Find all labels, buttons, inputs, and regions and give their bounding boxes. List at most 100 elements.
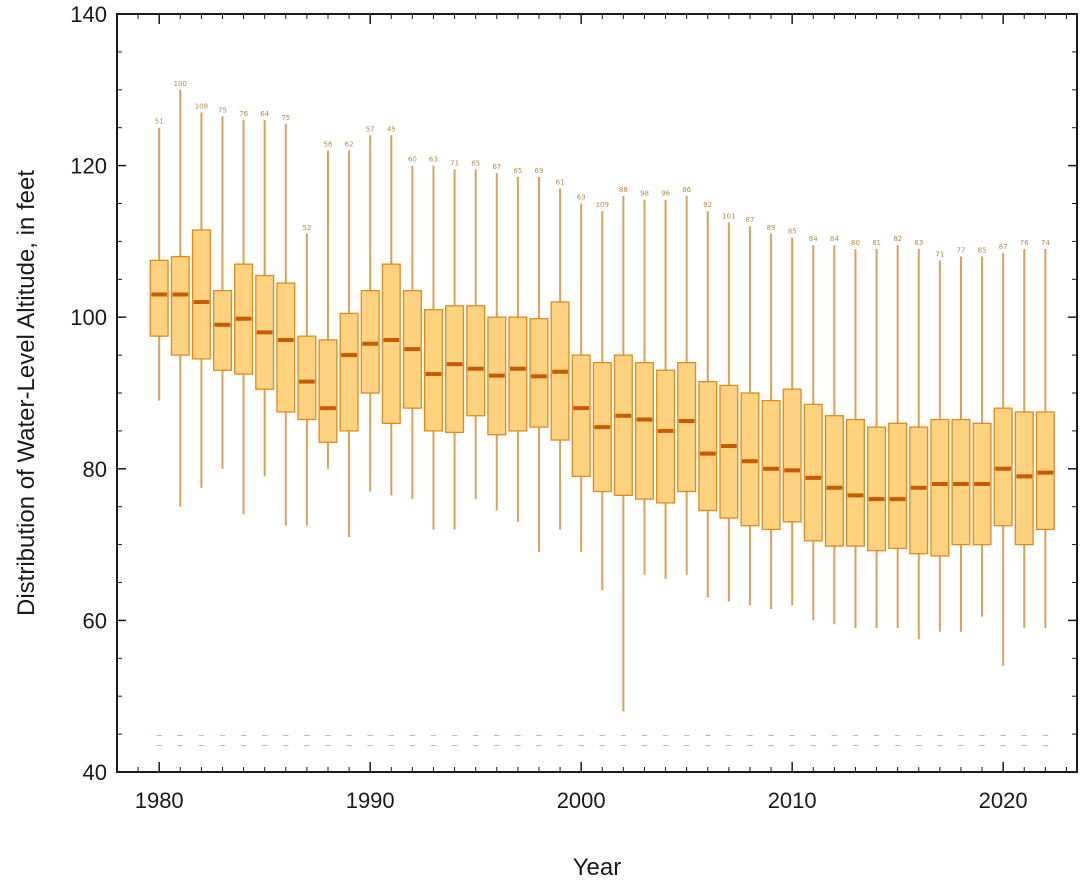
bottom-label-upper-1998: —: [536, 732, 542, 739]
bottom-label-lower-1987: —: [304, 743, 310, 750]
box-2012: [824, 415, 844, 547]
count-label-2014: 81: [872, 239, 881, 247]
bottom-label-lower-1995: —: [473, 743, 479, 750]
box-1981: [170, 255, 190, 356]
box-2005: [677, 362, 697, 493]
count-label-1999: 61: [556, 178, 565, 186]
bottom-label-lower-2019: —: [979, 743, 985, 750]
count-label-2003: 98: [640, 190, 649, 198]
bottom-label-upper-2017: —: [937, 732, 943, 739]
bottom-label-upper-1993: —: [430, 732, 436, 739]
y-tick-label-140: 140: [70, 2, 107, 27]
box-2009: [761, 399, 781, 531]
bottom-label-lower-1983: —: [219, 743, 225, 750]
count-label-1992: 60: [408, 156, 417, 164]
bottom-label-lower-2000: —: [578, 743, 584, 750]
box-2014: [867, 426, 887, 552]
bottom-label-lower-2014: —: [874, 743, 880, 750]
count-label-1996: 67: [492, 163, 501, 171]
bottom-label-lower-2016: —: [916, 743, 922, 750]
count-label-1980: 51: [155, 118, 164, 126]
count-label-1981: 100: [174, 80, 187, 88]
box-1987: [297, 335, 317, 421]
bottom-label-upper-1987: —: [304, 732, 310, 739]
bottom-label-upper-1992: —: [409, 732, 415, 739]
count-label-2018: 77: [956, 247, 965, 255]
bottom-label-upper-1991: —: [388, 732, 394, 739]
bottom-label-lower-1992: —: [409, 743, 415, 750]
bottom-label-upper-2001: —: [599, 732, 605, 739]
bottom-label-upper-2014: —: [874, 732, 880, 739]
count-labels: 51 100 108 75 76 64 75 52 56 62 57 45 60 63 71 65 67 65 69…: [155, 80, 1051, 259]
box-series: [149, 89, 1055, 712]
box-1995: [466, 305, 486, 417]
bottom-label-lower-1981: —: [177, 743, 183, 750]
box-2000: [571, 354, 591, 478]
count-label-2016: 83: [914, 239, 923, 247]
bottom-label-upper-2008: —: [747, 732, 753, 739]
count-label-1988: 56: [324, 140, 333, 148]
box-2007: [719, 384, 739, 519]
count-label-1985: 64: [260, 110, 269, 118]
y-tick-label-40: 40: [83, 760, 107, 785]
count-label-1990: 57: [366, 125, 375, 133]
box-1986: [276, 282, 296, 413]
count-label-2002: 88: [619, 186, 628, 194]
bottom-label-lower-1982: —: [198, 743, 204, 750]
bottom-label-lower-2007: —: [726, 743, 732, 750]
box-2011: [803, 403, 823, 542]
bottom-label-upper-2009: —: [768, 732, 774, 739]
box-1989: [339, 312, 359, 432]
count-label-2001: 109: [596, 201, 609, 209]
box-1991: [381, 263, 401, 424]
bottom-label-upper-2003: —: [641, 732, 647, 739]
count-label-2012: 84: [830, 235, 839, 243]
count-label-2015: 82: [893, 235, 902, 243]
bottom-labels: — — — — — — — — — — — — — — — — — — — — — — — — — — — — — — — — — — — — — — — —…: [156, 732, 1048, 750]
box-2010: [782, 388, 802, 523]
y-axis-title: Distribution of Water-Level Altitude, in…: [13, 170, 40, 616]
bottom-label-lower-2011: —: [810, 743, 816, 750]
bottom-label-upper-2000: —: [578, 732, 584, 739]
count-label-1984: 76: [239, 110, 248, 118]
count-label-2004: 96: [661, 190, 670, 198]
bottom-label-upper-2004: —: [663, 732, 669, 739]
bottom-label-upper-2011: —: [810, 732, 816, 739]
bottom-label-upper-2002: —: [620, 732, 626, 739]
box-2002: [613, 354, 633, 496]
bottom-label-lower-2010: —: [789, 743, 795, 750]
bottom-label-lower-2018: —: [958, 743, 964, 750]
bottom-label-upper-2020: —: [1000, 732, 1006, 739]
bottom-label-upper-1997: —: [515, 732, 521, 739]
box-2017: [930, 418, 950, 557]
bottom-label-lower-2001: —: [599, 743, 605, 750]
bottom-label-lower-2020: —: [1000, 743, 1006, 750]
bottom-label-lower-2012: —: [831, 743, 837, 750]
bottom-label-upper-1988: —: [325, 732, 331, 739]
box-1997: [508, 316, 528, 432]
count-label-1986: 75: [281, 114, 290, 122]
bottom-label-lower-1994: —: [452, 743, 458, 750]
count-label-1997: 65: [513, 167, 522, 175]
count-label-2011: 84: [809, 235, 818, 243]
box-2016: [909, 426, 929, 555]
box-1994: [445, 305, 465, 434]
bottom-label-lower-2021: —: [1021, 743, 1027, 750]
bottom-label-upper-1990: —: [367, 732, 373, 739]
bottom-label-upper-1983: —: [219, 732, 225, 739]
y-tick-label-60: 60: [83, 608, 107, 633]
count-label-1989: 62: [345, 140, 354, 148]
count-label-1998: 69: [535, 167, 544, 175]
x-axis-title: Year: [573, 854, 622, 881]
y-tick-label-120: 120: [70, 154, 107, 179]
count-label-1995: 65: [471, 159, 480, 167]
y-tick-label-100: 100: [70, 305, 107, 330]
bottom-label-lower-2005: —: [684, 743, 690, 750]
bottom-label-lower-2006: —: [705, 743, 711, 750]
bottom-label-lower-1986: —: [283, 743, 289, 750]
bottom-label-lower-1990: —: [367, 743, 373, 750]
bottom-label-lower-1997: —: [515, 743, 521, 750]
count-label-2017: 71: [935, 250, 944, 258]
